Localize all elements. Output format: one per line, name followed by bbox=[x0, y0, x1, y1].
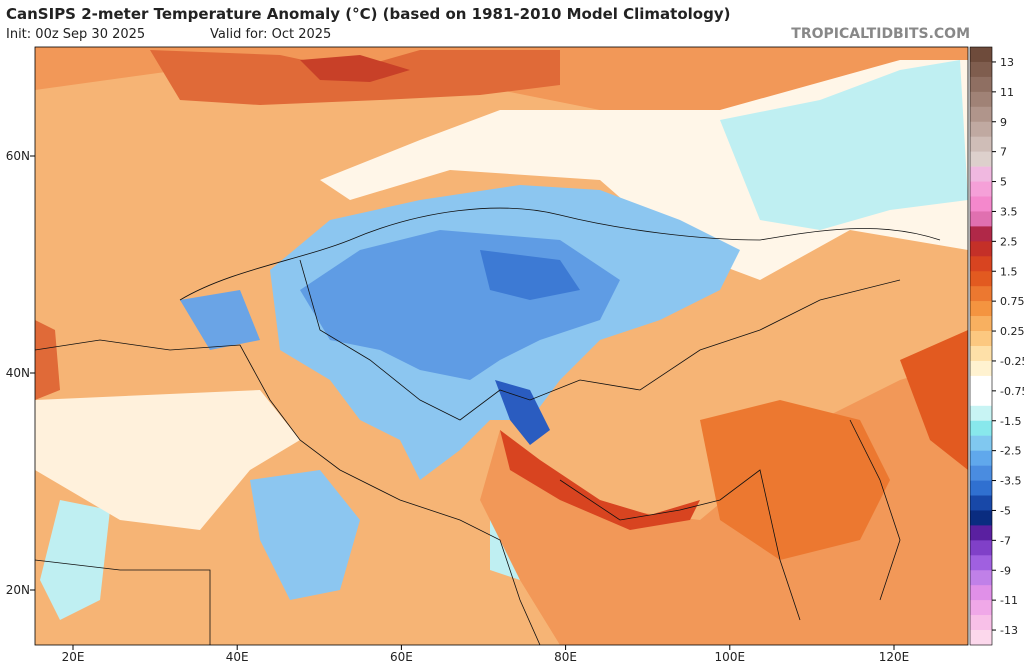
colorbar-label: -2.5 bbox=[1000, 445, 1021, 458]
lon-label: 60E bbox=[390, 650, 413, 664]
colorbar-frame bbox=[969, 46, 993, 646]
colorbar-label: 7 bbox=[1000, 146, 1007, 159]
colorbar-swatch bbox=[970, 301, 992, 317]
colorbar-label: 5 bbox=[1000, 176, 1007, 189]
colorbar-swatch bbox=[970, 420, 992, 436]
colorbar-swatch bbox=[970, 196, 992, 212]
colorbar-label: -3.5 bbox=[1000, 475, 1021, 488]
colorbar-swatch bbox=[970, 585, 992, 601]
colorbar-swatch bbox=[970, 510, 992, 526]
colorbar-label: 0.75 bbox=[1000, 295, 1024, 308]
colorbar-swatch bbox=[970, 106, 992, 123]
site-credit: TROPICALTIDBITS.COM bbox=[791, 26, 970, 42]
colorbar-swatch bbox=[970, 615, 992, 631]
colorbar-swatch bbox=[970, 121, 992, 137]
colorbar-swatch bbox=[970, 76, 992, 93]
colorbar-swatch bbox=[970, 405, 992, 422]
colorbar-swatch bbox=[970, 316, 992, 332]
colorbar-swatch bbox=[970, 346, 992, 362]
colorbar-swatch bbox=[970, 390, 992, 407]
colorbar-swatch bbox=[970, 226, 992, 242]
colorbar-swatch bbox=[970, 211, 992, 227]
colorbar-label: 11 bbox=[1000, 86, 1014, 99]
colorbar-swatch bbox=[970, 570, 992, 586]
colorbar-label: 9 bbox=[1000, 116, 1007, 129]
colorbar-label: -0.25 bbox=[1000, 355, 1024, 368]
colorbar-swatch bbox=[970, 435, 992, 451]
colorbar-label: -5 bbox=[1000, 504, 1011, 517]
lon-label: 100E bbox=[715, 650, 746, 664]
valid-time: Valid for: Oct 2025 bbox=[210, 27, 331, 42]
colorbar-swatch bbox=[970, 465, 992, 481]
colorbar-label: -7 bbox=[1000, 534, 1011, 547]
title: CanSIPS 2-meter Temperature Anomaly (°C)… bbox=[6, 5, 730, 23]
colorbar-swatch bbox=[970, 630, 992, 646]
lat-label: 20N bbox=[6, 583, 30, 597]
init-time: Init: 00z Sep 30 2025 bbox=[6, 27, 145, 42]
colorbar-swatch bbox=[970, 450, 992, 466]
lon-label: 120E bbox=[879, 650, 910, 664]
colorbar-label: -11 bbox=[1000, 594, 1018, 607]
colorbar-swatch bbox=[970, 241, 992, 257]
colorbar-swatch bbox=[970, 495, 992, 511]
colorbar-swatch bbox=[970, 271, 992, 287]
lon-label: 20E bbox=[62, 650, 85, 664]
lat-label: 60N bbox=[6, 149, 30, 163]
map-frame bbox=[34, 46, 969, 646]
colorbar-swatch bbox=[970, 286, 992, 302]
colorbar-swatch bbox=[970, 331, 992, 347]
colorbar-swatch bbox=[970, 47, 992, 63]
colorbar-label: 3.5 bbox=[1000, 205, 1018, 218]
colorbar-swatch bbox=[970, 256, 992, 272]
colorbar-swatch bbox=[970, 61, 992, 78]
colorbar-swatch bbox=[970, 375, 992, 392]
colorbar-swatch bbox=[970, 555, 992, 571]
colorbar-label: 2.5 bbox=[1000, 235, 1018, 248]
colorbar-label: 13 bbox=[1000, 56, 1014, 69]
map bbox=[35, 47, 968, 645]
colorbar-swatch bbox=[970, 480, 992, 496]
colorbar-swatch bbox=[970, 151, 992, 167]
lat-label: 40N bbox=[6, 366, 30, 380]
colorbar-label: -13 bbox=[1000, 624, 1018, 637]
colorbar-label: 1.5 bbox=[1000, 265, 1018, 278]
colorbar-swatch bbox=[970, 166, 992, 182]
lon-label: 80E bbox=[554, 650, 577, 664]
colorbar-label: 0.25 bbox=[1000, 325, 1024, 338]
colorbar-swatch bbox=[970, 136, 992, 152]
colorbar-swatch bbox=[970, 181, 992, 197]
colorbar-swatch bbox=[970, 540, 992, 556]
colorbar-swatch bbox=[970, 600, 992, 616]
colorbar-label: -9 bbox=[1000, 564, 1011, 577]
colorbar-label: -1.5 bbox=[1000, 415, 1021, 428]
colorbar-label: -0.75 bbox=[1000, 385, 1024, 398]
colorbar-swatch bbox=[970, 91, 992, 108]
colorbar-swatch bbox=[970, 525, 992, 541]
lon-label: 40E bbox=[226, 650, 249, 664]
colorbar-swatch bbox=[970, 360, 992, 377]
